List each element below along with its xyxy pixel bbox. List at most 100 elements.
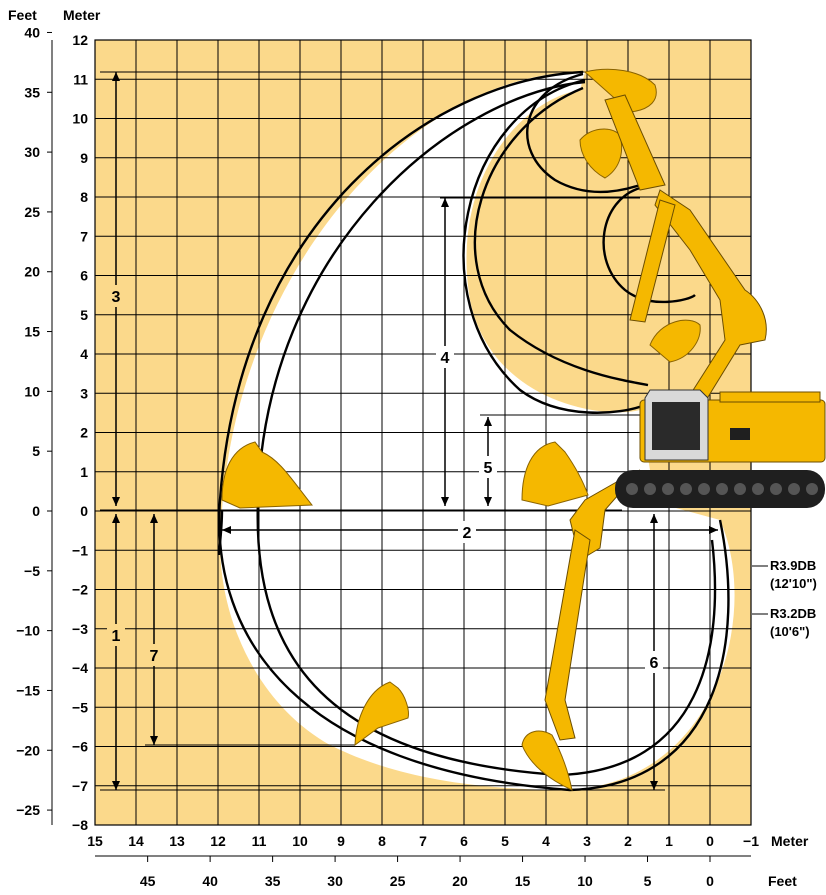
arm-curl-curve-medium [473,86,649,387]
arm-curl-curve-large [462,78,646,414]
meter-y-tick: −5 [72,699,88,715]
feet-x-tick: 15 [515,873,531,889]
track-roller [680,483,692,495]
feet-y-ticks: 40 35 30 25 20 15 10 5 0 −5 −10 −15 −20 −25 [16,24,52,818]
feet-y-tick: 10 [24,383,40,399]
meter-x-tick: 12 [210,833,226,849]
mid-stick [629,199,676,323]
bucket-curl-curve-mid [602,186,696,304]
meter-y-tick: −3 [72,621,88,637]
feet-y-tick: −15 [16,682,40,698]
meter-y-tick: 11 [73,71,88,87]
track-roller [626,483,638,495]
meter-y-tick: 9 [80,150,88,166]
meter-x-tick: 13 [169,833,185,849]
meter-x-tick: 8 [378,833,386,849]
feet-x-tick: 35 [265,873,281,889]
arrow-head [222,526,231,534]
dimension-1-label: 1 [112,628,121,645]
arrow-head [484,497,492,506]
feet-x-tick: 0 [706,873,714,889]
meter-y-tick: 10 [72,111,88,127]
bucket-left-upper [221,441,314,509]
feet-x-tick: 40 [202,873,218,889]
dimension-4-label: 4 [441,350,450,367]
bucket-curl-curve-top [526,72,641,194]
meter-x-tick: −1 [743,833,759,849]
r32db-label: R3.2DB [770,606,816,621]
feet-y-tick: −5 [24,563,40,579]
bucket-bottom [521,730,573,791]
arrow-head [150,514,158,523]
dimension-3-label: 3 [112,289,121,306]
meter-x-tick: 6 [460,833,468,849]
meter-y-tick: 7 [80,228,88,244]
meter-x-ticks: 15 14 13 12 11 10 9 8 7 6 5 4 3 2 1 0 −1 [87,833,759,849]
track-roller [752,483,764,495]
meter-y-tick: −2 [72,582,88,598]
feet-y-tick: −25 [16,802,40,818]
track-roller [806,483,818,495]
r39db-label: R3.9DB [770,558,816,573]
meter-axis-header: Meter [63,7,101,23]
dimension-2-label: 2 [463,525,472,542]
meter-x-axis-label: Meter [771,833,809,849]
r39db-size: (12'10") [770,576,817,591]
meter-y-tick: 1 [80,464,88,480]
track-rollers [626,483,818,495]
cab-window [652,402,700,450]
meter-y-tick: 4 [80,346,88,362]
meter-x-tick: 1 [665,833,673,849]
feet-y-tick: 25 [24,204,40,220]
meter-y-tick: −1 [72,542,88,558]
dimension-labels: 3 1 7 4 5 2 6 [107,285,663,673]
arrow-head [441,497,449,506]
dimension-7-label: 7 [150,648,159,665]
excavator-body [615,389,826,508]
meter-y-tick: 12 [72,32,88,48]
bucket-center [521,441,589,507]
track-roller [644,483,656,495]
feet-axis-header: Feet [8,7,37,23]
dimension-6-label: 6 [650,655,659,672]
track-roller [716,483,728,495]
feet-y-tick: −20 [16,742,40,758]
meter-x-tick: 14 [128,833,144,849]
bucket-illustrations [221,68,701,791]
feet-y-tick: −10 [16,623,40,639]
feet-x-tick: 25 [390,873,406,889]
arrow-head [112,497,120,506]
feet-x-tick: 30 [327,873,343,889]
upper-stick [604,94,666,191]
arrow-head [709,526,718,534]
track-roller [770,483,782,495]
feet-x-tick: 10 [577,873,593,889]
feet-y-tick: 20 [24,264,40,280]
lower-stick [544,529,591,741]
feet-x-axis-label: Feet [768,873,797,889]
feet-x-tick: 20 [452,873,468,889]
inner-envelope-curve [256,80,717,777]
excavator-arms [544,94,767,741]
feet-y-tick: 35 [24,84,40,100]
reach-envelope-curves [217,70,730,792]
outer-envelope-curve [218,70,730,792]
meter-x-tick: 4 [542,833,550,849]
meter-x-tick: 3 [583,833,591,849]
meter-x-tick: 2 [624,833,632,849]
feet-x-tick: 5 [644,873,652,889]
meter-y-tick: −8 [72,817,88,833]
feet-y-tick: 15 [24,324,40,340]
meter-y-tick: 8 [80,189,88,205]
meter-x-tick: 11 [252,833,267,849]
meter-y-tick: −7 [72,778,88,794]
bucket-top-right [583,68,657,113]
cat-logo [730,428,750,440]
meter-y-tick: 2 [80,425,88,441]
meter-y-tick: 6 [80,268,88,284]
meter-x-tick: 5 [501,833,509,849]
arrow-head [112,514,120,523]
arrow-head [441,198,449,207]
